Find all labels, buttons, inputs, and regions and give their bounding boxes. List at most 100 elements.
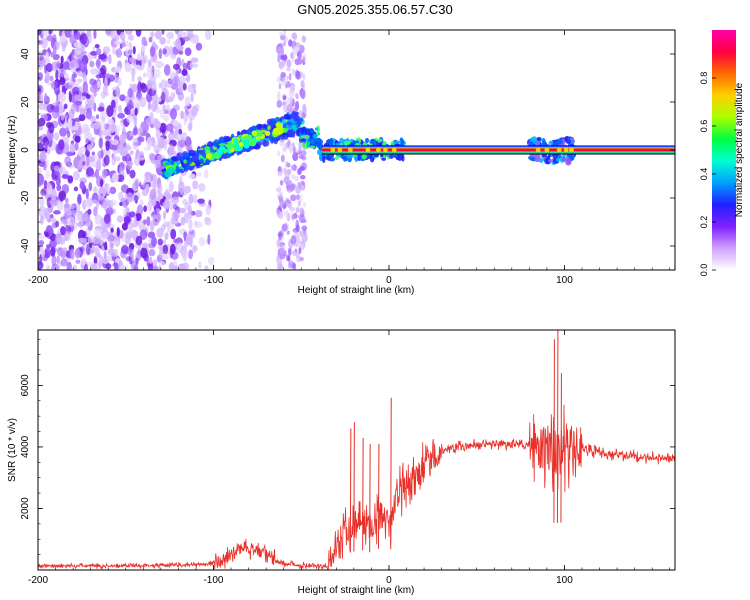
noise-blob	[124, 62, 132, 73]
noise-blob	[139, 229, 148, 240]
noise-band-blob	[291, 164, 298, 171]
noise-band-blob	[277, 53, 281, 63]
noise-blob	[62, 61, 70, 70]
noise-blob	[110, 227, 114, 233]
noise-blob	[124, 95, 130, 104]
noise-blob	[66, 151, 74, 157]
noise-blob	[187, 30, 194, 38]
snr-x-label: Height of straight line (km)	[298, 585, 415, 596]
noise-band-blob	[295, 70, 301, 80]
track-blob	[262, 139, 267, 147]
noise-blob	[88, 33, 92, 44]
snr-spike	[560, 373, 562, 523]
noise-blob	[87, 100, 95, 111]
noise-band-blob	[285, 199, 291, 204]
noise-blob	[169, 45, 174, 56]
noise-blob	[95, 114, 100, 120]
noise-blob	[137, 156, 145, 161]
noise-band-blob	[279, 203, 283, 208]
track-blob	[170, 160, 175, 166]
noise-blob	[48, 30, 54, 35]
noise-band-blob	[280, 34, 285, 41]
noise-blob	[95, 253, 100, 259]
noise-band-blob	[278, 233, 282, 241]
cluster-blob	[339, 137, 344, 144]
noise-blob	[150, 175, 154, 182]
noise-blob	[74, 141, 79, 151]
carrier-peak	[556, 147, 562, 153]
noise-blob	[169, 243, 176, 255]
noise-blob	[170, 228, 177, 240]
noise-blob	[125, 192, 134, 203]
track-blob	[266, 118, 273, 126]
noise-blob	[140, 247, 148, 259]
noise-band-blob	[282, 95, 287, 101]
noise-band-blob	[296, 202, 301, 208]
noise-blob	[192, 180, 199, 190]
noise-blob	[107, 124, 115, 134]
noise-blob	[76, 77, 82, 84]
noise-blob	[205, 208, 211, 216]
noise-blob	[100, 64, 107, 76]
noise-blob	[58, 236, 66, 245]
noise-blob	[127, 87, 133, 98]
noise-blob	[98, 195, 104, 201]
noise-blob	[64, 72, 69, 79]
noise-band-blob	[282, 200, 286, 208]
noise-blob	[93, 186, 98, 195]
noise-blob	[110, 138, 119, 146]
noise-blob	[137, 76, 142, 83]
noise-blob	[111, 156, 117, 166]
noise-blob	[78, 219, 85, 228]
noise-blob	[58, 192, 64, 203]
noise-band-blob	[294, 58, 301, 66]
noise-blob	[70, 30, 75, 36]
noise-blob	[150, 136, 156, 142]
noise-blob	[61, 174, 69, 179]
noise-blob	[50, 51, 55, 58]
noise-blob	[186, 73, 191, 83]
noise-blob	[64, 155, 72, 166]
noise-blob	[163, 64, 171, 76]
noise-band-blob	[279, 141, 285, 147]
snr-y-ticks: 2000 4000 6000	[20, 338, 675, 555]
noise-blob	[111, 172, 119, 183]
cluster-blob	[300, 138, 307, 142]
track-blob	[247, 129, 253, 135]
noise-blob	[116, 215, 124, 223]
noise-blob	[87, 208, 92, 215]
noise-blob	[95, 160, 102, 172]
noise-blob	[149, 188, 156, 200]
noise-blob	[157, 183, 163, 195]
noise-blob	[61, 43, 66, 52]
noise-blob	[38, 86, 42, 95]
noise-blob	[46, 264, 50, 270]
noise-blob	[136, 53, 142, 61]
noise-blob	[38, 72, 43, 81]
noise-blob	[164, 232, 169, 241]
cluster-blob-right	[565, 158, 572, 166]
chart-title: GN05.2025.355.06.57.C30	[297, 2, 452, 17]
noise-blob	[180, 110, 184, 120]
noise-blob	[107, 234, 115, 242]
noise-blob	[39, 196, 45, 207]
noise-blob	[90, 68, 99, 75]
noise-blob	[56, 60, 61, 69]
noise-blob	[74, 135, 81, 143]
noise-blob	[166, 193, 173, 200]
noise-band-blob	[282, 101, 286, 107]
noise-blob	[84, 87, 89, 93]
noise-blob	[141, 44, 146, 54]
noise-blob	[115, 34, 120, 41]
noise-band-blob	[290, 194, 297, 202]
noise-band-blob	[286, 103, 293, 113]
noise-band-blob	[278, 61, 282, 68]
noise-blob	[81, 123, 88, 132]
cluster-blob	[365, 137, 370, 144]
noise-band-blob	[301, 218, 307, 224]
noise-blob	[88, 182, 93, 192]
colorbar-tick-label: 0.8	[699, 72, 709, 85]
noise-blob	[72, 171, 80, 181]
noise-band-blob	[276, 76, 282, 83]
noise-blob	[190, 92, 194, 103]
